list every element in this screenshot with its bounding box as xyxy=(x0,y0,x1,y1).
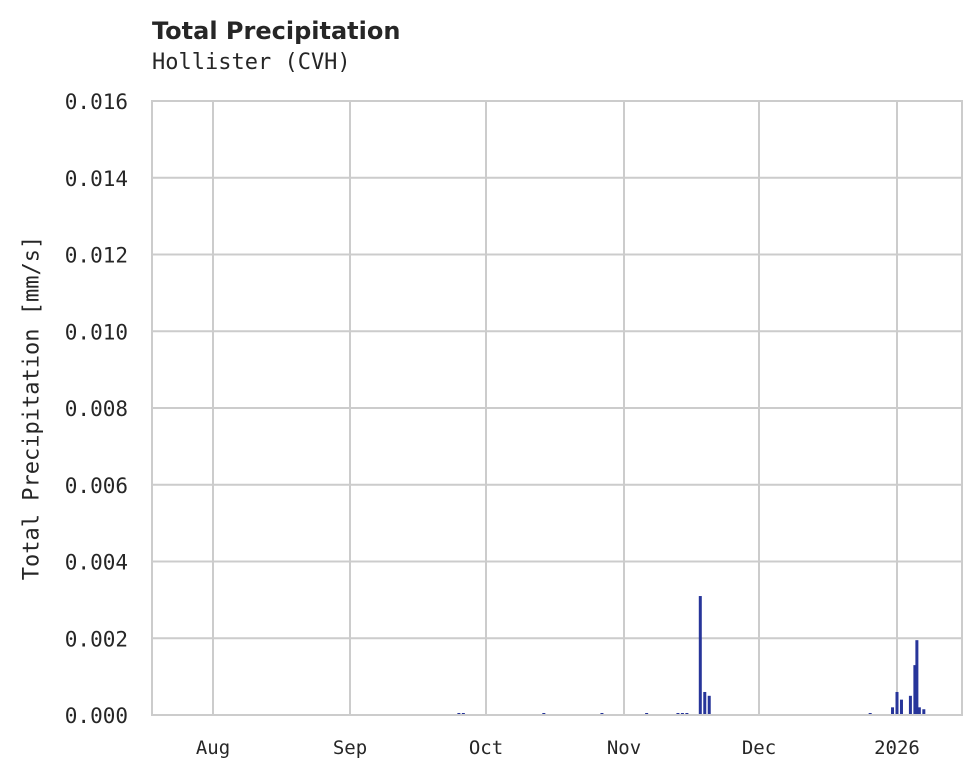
precip-bar xyxy=(922,709,926,715)
precip-bar xyxy=(891,707,895,715)
x-tick-label: Nov xyxy=(607,737,641,759)
precip-bar xyxy=(908,695,912,715)
precip-bar xyxy=(707,695,711,715)
y-tick-label: 0.004 xyxy=(65,551,128,575)
x-tick-label: Aug xyxy=(196,737,230,759)
y-tick-label: 0.010 xyxy=(65,320,128,344)
precip-bar xyxy=(913,665,917,715)
precip-bar xyxy=(917,707,921,715)
x-tick-label: Sep xyxy=(333,737,367,759)
plot-frame xyxy=(151,100,963,716)
x-tick-label: Dec xyxy=(742,737,776,759)
y-tick-label: 0.014 xyxy=(65,167,128,191)
y-tick-label: 0.002 xyxy=(65,627,128,651)
precip-bar xyxy=(703,691,707,715)
chart-title: Total Precipitation xyxy=(152,17,401,45)
precip-bar xyxy=(899,699,903,715)
precip-bar xyxy=(698,596,702,715)
y-tick-label: 0.012 xyxy=(65,244,128,268)
chart-subtitle: Hollister (CVH) xyxy=(152,50,351,75)
y-tick-label: 0.008 xyxy=(65,397,128,421)
y-tick-label: 0.006 xyxy=(65,474,128,498)
x-tick-label: Oct xyxy=(469,737,503,759)
y-tick-label: 0.016 xyxy=(65,90,128,114)
precip-bar xyxy=(915,640,919,715)
x-tick-label: 2026 xyxy=(874,737,920,759)
precip-bar xyxy=(895,691,899,715)
y-tick-label: 0.000 xyxy=(65,704,128,728)
